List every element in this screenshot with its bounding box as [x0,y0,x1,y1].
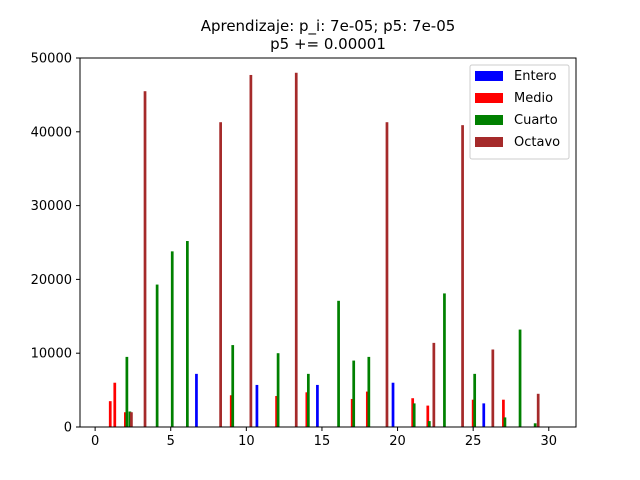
bar-entero-4 [482,403,486,427]
x-tick-label-2: 10 [238,434,255,449]
legend-swatch-medio [475,93,503,103]
legend-label-octavo: Octavo [514,135,560,150]
bar-medio-4 [275,396,278,427]
bar-cuarto-3 [170,251,174,427]
bar-medio-7 [365,391,369,427]
bar-medio-6 [350,398,354,427]
bar-medio-1 [113,382,117,427]
legend-label-entero: Entero [514,69,557,84]
y-tick-label-3: 30000 [31,199,72,214]
bar-cuarto-7 [306,373,310,427]
bar-medio-9 [426,405,430,427]
chart-title-line2: p5 += 0.00001 [270,35,386,53]
bar-octavo-8 [491,349,495,427]
bar-cuarto-2 [155,284,159,427]
x-tick-label-1: 5 [167,434,175,449]
legend: Entero Medio Cuarto Octavo [469,64,570,160]
bar-medio-3 [229,395,233,427]
x-tick-label-6: 30 [541,434,558,449]
bar-octavo-5 [385,122,389,428]
y-tick-label-4: 40000 [31,125,72,140]
bar-cuarto-9 [352,360,356,427]
bar-cuarto-17 [533,423,537,427]
axes-frame [79,57,577,428]
bar-cuarto-14 [473,373,477,427]
bar-medio-2 [124,412,127,427]
y-tick-label-5: 50000 [31,52,72,67]
bar-entero-3 [391,382,395,427]
bar-cuarto-13 [443,293,446,427]
bar-entero-0 [195,373,198,427]
bars-group [108,72,540,428]
bar-octavo-3 [249,74,253,427]
legend-swatch-entero [475,71,503,81]
y-tick-label-0: 0 [64,421,72,436]
bar-cuarto-6 [276,353,280,427]
bar-cuarto-0 [125,356,129,427]
bar-cuarto-11 [412,403,416,427]
bar-octavo-6 [432,342,436,427]
chart-title-line1: Aprendizaje: p_i: 7e-05; p5: 7e-05 [201,17,456,36]
legend-swatch-cuarto [475,115,503,125]
bar-cuarto-10 [367,356,371,427]
bar-medio-0 [108,401,112,427]
axes-group: 0 5 10 15 20 25 30 0 10000 20000 30000 40000 50000 [31,52,577,449]
bar-cuarto-16 [518,329,522,427]
bar-octavo-0 [130,412,133,427]
legend-swatch-octavo [475,137,503,147]
y-tick-label-1: 10000 [31,347,72,362]
x-tick-label-4: 20 [389,434,406,449]
bar-octavo-1 [143,91,147,428]
bar-octavo-2 [219,122,222,428]
legend-box [469,64,570,160]
legend-label-cuarto: Cuarto [514,113,558,128]
y-tick-label-2: 20000 [31,273,72,288]
bar-cuarto-15 [503,417,507,427]
x-tick-label-5: 25 [465,434,482,449]
bar-cuarto-12 [427,421,431,427]
bar-entero-1 [255,384,259,427]
bar-medio-8 [411,398,415,427]
bar-cuarto-8 [337,300,340,427]
bar-octavo-9 [536,393,540,427]
bar-octavo-4 [294,72,298,427]
bar-medio-11 [502,399,505,427]
bar-octavo-7 [461,125,464,427]
bar-cuarto-4 [186,241,189,427]
legend-label-medio: Medio [514,91,553,106]
bar-medio-5 [305,392,309,427]
x-tick-label-0: 0 [91,434,99,449]
bar-medio-10 [471,399,475,427]
bar-entero-2 [316,384,319,427]
x-tick-label-3: 15 [314,434,331,449]
bar-cuarto-5 [231,345,235,427]
bar-cuarto-1 [128,411,132,427]
